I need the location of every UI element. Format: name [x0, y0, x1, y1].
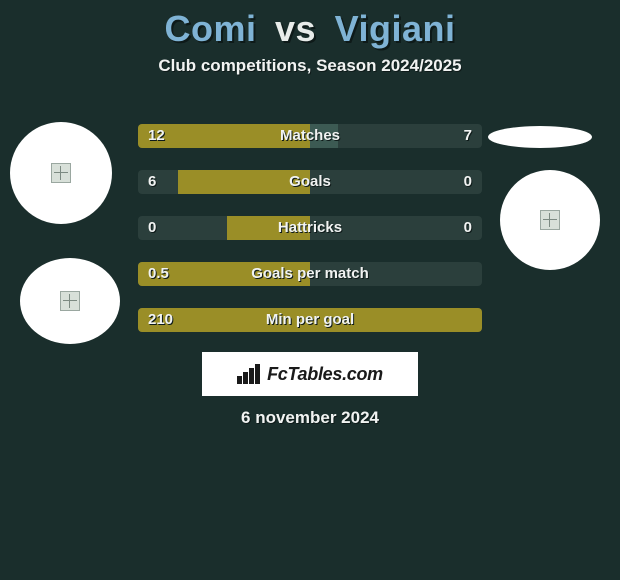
icon-bar [249, 368, 254, 384]
avatar-circle [10, 122, 112, 224]
fctables-logo: FcTables.com [202, 352, 418, 396]
icon-bar [255, 364, 260, 384]
stat-row: 60Goals [138, 170, 482, 194]
subtitle: Club competitions, Season 2024/2025 [0, 56, 620, 76]
fctables-text: FcTables.com [267, 364, 383, 385]
stat-row: 0.5Goals per match [138, 262, 482, 286]
stat-row: 210Min per goal [138, 308, 482, 332]
player2-name: Vigiani [335, 8, 456, 49]
stat-label: Matches [138, 124, 482, 148]
fctables-icon [237, 364, 261, 384]
stats-table: 127Matches 60Goals 00Hattricks 0.5Goals per… [138, 124, 482, 354]
stat-label: Min per goal [138, 308, 482, 332]
avatar-circle [500, 170, 600, 270]
vs-label: vs [275, 8, 316, 49]
stat-row: 00Hattricks [138, 216, 482, 240]
page-title: Comi vs Vigiani [0, 0, 620, 50]
date-label: 6 november 2024 [0, 408, 620, 428]
image-placeholder-icon [60, 291, 80, 311]
avatar-circle [20, 258, 120, 344]
avatar-oval [488, 126, 592, 148]
icon-bar [243, 372, 248, 384]
player1-name: Comi [165, 8, 257, 49]
stat-label: Goals per match [138, 262, 482, 286]
stat-label: Hattricks [138, 216, 482, 240]
content: Comi vs Vigiani Club competitions, Seaso… [0, 0, 620, 580]
stat-label: Goals [138, 170, 482, 194]
icon-bar [237, 376, 242, 384]
image-placeholder-icon [540, 210, 560, 230]
stat-row: 127Matches [138, 124, 482, 148]
image-placeholder-icon [51, 163, 71, 183]
